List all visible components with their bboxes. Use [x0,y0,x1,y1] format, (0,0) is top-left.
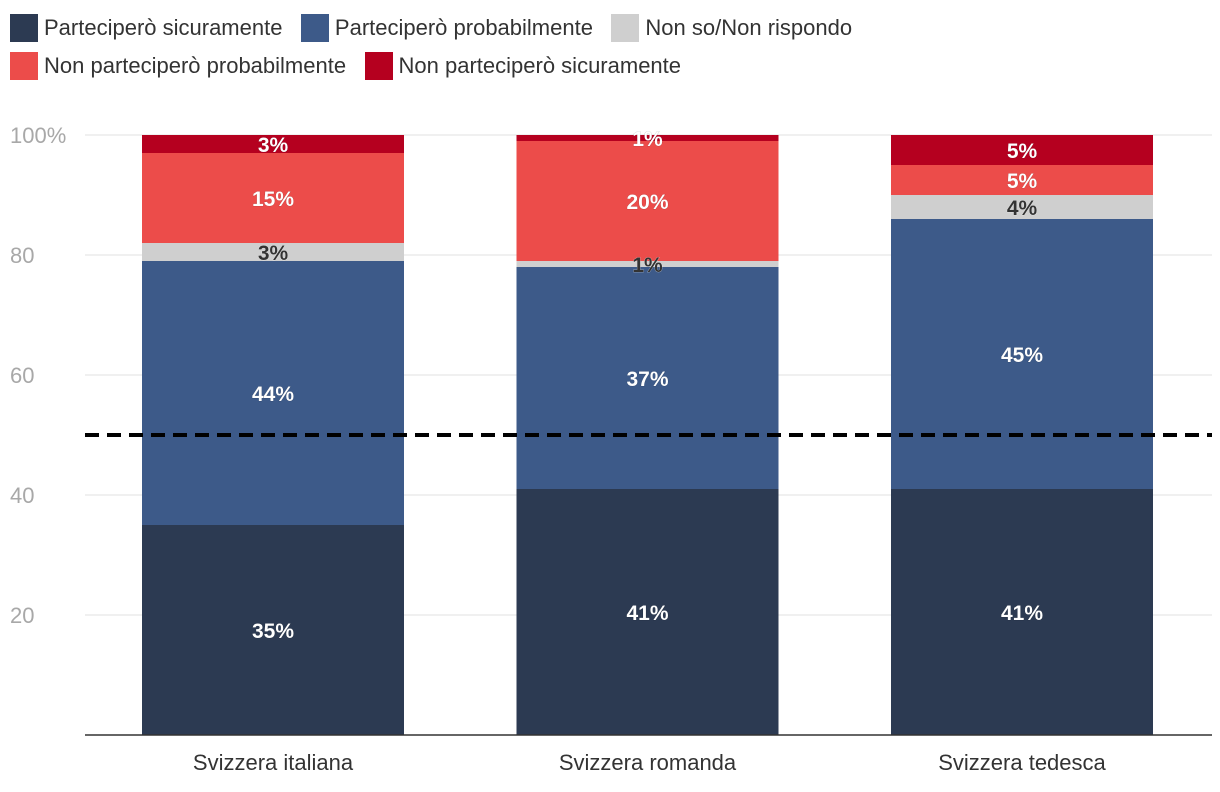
legend-swatch [611,14,640,42]
y-tick-label: 100% [10,123,66,148]
data-label: 15% [252,188,294,211]
data-label: 4% [1007,197,1038,220]
bar-segment[interactable] [891,195,1153,219]
bar-segment[interactable] [891,165,1153,195]
bar-segment[interactable] [891,489,1153,735]
legend-item-parteciperò-sicuramente[interactable]: Parteciperò sicuramente [10,10,282,45]
data-label: 5% [1007,140,1038,163]
legend-swatch [364,52,393,80]
bar-segment[interactable] [516,267,779,489]
axes: 20 40 60 80 100% Svizzera italiana Svizzera ro… [10,123,1212,775]
data-label: 37% [626,368,668,391]
legend-label: Non parteciperò sicuramente [398,53,682,78]
legend-label: Non parteciperò probabilmente [44,53,347,78]
bar-segment[interactable] [516,261,779,267]
y-tick-label: 40 [10,483,34,508]
bar-segment[interactable] [516,135,779,141]
bar-segment[interactable] [142,153,404,243]
bar-segment[interactable] [891,135,1153,165]
data-label: 35% [252,620,294,643]
data-label: 3% [258,134,289,157]
data-label: 1% [632,128,663,151]
legend-label: Parteciperò probabilmente [334,15,593,40]
legend-label: Non so/Non rispondo [645,15,853,40]
legend-label: Parteciperò sicuramente [44,15,283,40]
bars [142,135,1153,735]
legend-swatch [10,14,38,42]
legend-item-non-parteciperò-probabilmente[interactable]: Non parteciperò probabilmente [10,48,346,83]
bar-segment[interactable] [142,135,404,153]
legend-swatch [10,52,38,80]
legend-item-non-so[interactable]: Non so/Non rispondo [611,10,852,45]
x-tick-label: Svizzera italiana [193,750,354,775]
data-label: 44% [252,383,294,406]
x-tick-label: Svizzera romanda [559,750,737,775]
legend-swatch [300,14,329,42]
bar-segment[interactable] [142,525,404,735]
data-label: 41% [626,602,668,625]
data-label: 41% [1001,602,1043,625]
data-label: 20% [626,191,668,214]
bar-segment[interactable] [891,219,1153,489]
bar-segment[interactable] [142,243,404,261]
y-tick-label: 20 [10,603,34,628]
data-label: 45% [1001,344,1043,367]
x-tick-label: Svizzera tedesca [938,750,1106,775]
legend-item-parteciperò-probabilmente[interactable]: Parteciperò probabilmente [300,10,593,45]
y-tick-label: 60 [10,363,34,388]
bar-segment[interactable] [516,141,779,261]
data-label: 3% [258,242,289,265]
bar-segment[interactable] [142,261,404,525]
data-label: 1% [632,254,663,277]
y-tick-label: 80 [10,243,34,268]
chart-legend: Parteciperò sicuramente Parteciperò prob… [10,10,1190,86]
legend-item-non-parteciperò-sicuramente[interactable]: Non parteciperò sicuramente [364,48,682,83]
data-label: 5% [1007,170,1038,193]
data-labels: 35% 44% 3% 15% 3% 41% 37% 1% 20% 1% 41% 45% 4% 5% 5% [252,128,1044,644]
bar-segment[interactable] [516,489,779,735]
